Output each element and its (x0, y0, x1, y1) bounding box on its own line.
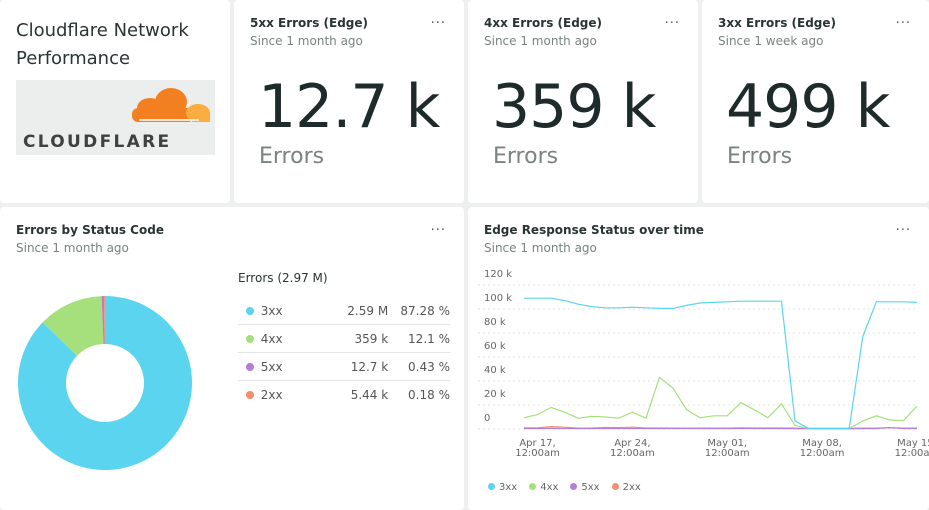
more-menu-icon[interactable]: ... (895, 219, 911, 234)
widget-3xx-errors: 3xx Errors (Edge) Since 1 week ago ... 4… (702, 0, 929, 203)
widget-title: 3xx Errors (Edge) (718, 16, 837, 30)
logo-wordmark: CLOUDFLARE (23, 132, 172, 152)
x-tick-label: May 15, (897, 438, 929, 449)
legend-percent: 87.28 % (400, 303, 450, 318)
legend-value: 5.44 k (350, 388, 389, 402)
legend-item-5xx[interactable]: 5xx (570, 482, 600, 493)
widget-title: 5xx Errors (Edge) (250, 16, 369, 30)
legend-dot (570, 483, 578, 490)
legend-percent: 0.18 % (408, 388, 450, 402)
dashboard-title: Cloudflare Network Performance (16, 20, 189, 69)
legend-row-5xx[interactable]: 5xx 12.7 k 0.43 % (238, 353, 450, 381)
y-tick-label: 60 k (484, 341, 506, 352)
more-menu-icon[interactable]: ... (430, 12, 446, 27)
widget-title: Edge Response Status over time (484, 223, 704, 237)
legend-dot (246, 334, 254, 343)
x-tick-label: 12:00am (800, 448, 845, 459)
donut-slice-3xx[interactable] (17, 296, 192, 470)
y-tick-label: 120 k (484, 269, 512, 280)
legend-dot (488, 483, 495, 490)
metric-unit: Errors (493, 144, 559, 169)
legend-label: 2xx (622, 482, 641, 493)
cloudflare-logo: CLOUDFLARE (16, 80, 215, 155)
donut-slice-4xx[interactable] (42, 296, 104, 356)
legend-value: 2.59 M (347, 303, 389, 318)
legend-label: 2xx (260, 388, 283, 402)
widget-subtitle: Since 1 month ago (250, 34, 363, 48)
widget-subtitle: Since 1 month ago (16, 241, 129, 255)
legend-value: 12.7 k (350, 359, 389, 374)
metric-unit: Errors (259, 144, 325, 169)
legend-label: 4xx (540, 482, 559, 493)
legend-dot (529, 483, 537, 490)
series-line-5xx[interactable] (524, 426, 917, 430)
x-tick-label: May 01, (707, 438, 747, 449)
widget-4xx-errors: 4xx Errors (Edge) Since 1 month ago ... … (468, 0, 698, 203)
legend-dot (246, 362, 254, 371)
widget-title: Errors by Status Code (16, 223, 164, 237)
x-tick-label: 12:00am (705, 448, 750, 459)
legend-row-4xx[interactable]: 4xx 359 k 12.1 % (238, 325, 450, 353)
more-menu-icon[interactable]: ... (895, 12, 911, 27)
legend-label: 5xx (581, 482, 600, 493)
legend-row-3xx[interactable]: 3xx 2.59 M 87.28 % (238, 297, 450, 325)
y-tick-label: 20 k (484, 389, 506, 400)
metric-value: 12.7 k (258, 72, 440, 142)
y-tick-label: 40 k (484, 365, 506, 376)
legend-row-2xx[interactable]: 2xx 5.44 k 0.18 % (238, 381, 450, 409)
x-tick-label: 12:00am (515, 448, 560, 459)
legend-label: 3xx (260, 303, 283, 318)
legend-item-3xx[interactable]: 3xx (488, 482, 517, 493)
legend-value: 359 k (354, 331, 389, 346)
series-line-4xx[interactable] (523, 376, 918, 429)
legend-percent: 12.1 % (408, 331, 450, 346)
widget-5xx-errors: 5xx Errors (Edge) Since 1 month ago ... … (234, 0, 464, 203)
donut-chart (17, 296, 192, 470)
series-line-3xx[interactable] (524, 297, 917, 429)
edge-response-status-card: Edge Response Status over time Since 1 m… (468, 207, 929, 510)
y-tick-label: 80 k (484, 317, 506, 328)
donut-slice-5xx[interactable] (101, 296, 105, 345)
widget-subtitle: Since 1 month ago (484, 34, 597, 48)
legend-dot (611, 483, 619, 490)
donut-slice-2xx[interactable] (103, 296, 105, 345)
metric-value: 359 k (492, 72, 656, 142)
x-tick-label: May 08, (802, 438, 842, 449)
more-menu-icon[interactable]: ... (664, 12, 680, 27)
metric-unit: Errors (727, 144, 793, 169)
x-tick-label: Apr 24, (614, 438, 650, 449)
legend-title: Errors (2.97 M) (238, 271, 328, 285)
x-tick-label: 12:00am (610, 448, 655, 459)
x-tick-label: 12:00am (895, 448, 929, 459)
donut-legend-table: 3xx 2.59 M 87.28 % 4xx 359 k 12.1 % 5xx 12.7 k 0… (238, 297, 450, 409)
line-chart-legend: 3xx 4xx 5xx 2xx (488, 482, 641, 493)
y-tick-label: 100 k (484, 293, 512, 304)
title-card: Cloudflare Network Performance CLOUDFLAR… (0, 0, 230, 203)
widget-title: 4xx Errors (Edge) (484, 16, 603, 30)
legend-dot (246, 306, 254, 315)
x-tick-label: Apr 17, (519, 438, 555, 449)
legend-percent: 0.43 % (408, 359, 450, 374)
metric-value: 499 k (726, 72, 890, 142)
legend-label: 3xx (499, 482, 518, 493)
more-menu-icon[interactable]: ... (430, 219, 446, 234)
legend-item-2xx[interactable]: 2xx (611, 482, 641, 493)
y-tick-label: 0 (484, 413, 490, 424)
cloud-icon (132, 88, 210, 122)
legend-label: 4xx (260, 331, 283, 346)
legend-item-4xx[interactable]: 4xx (529, 482, 558, 493)
widget-subtitle: Since 1 month ago (484, 241, 597, 255)
widget-subtitle: Since 1 week ago (718, 34, 824, 48)
legend-label: 5xx (260, 359, 283, 374)
legend-dot (246, 391, 254, 399)
